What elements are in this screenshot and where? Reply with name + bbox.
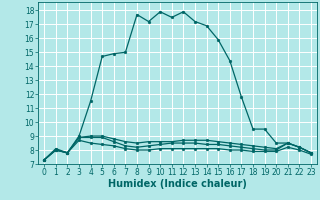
X-axis label: Humidex (Indice chaleur): Humidex (Indice chaleur)	[108, 179, 247, 189]
